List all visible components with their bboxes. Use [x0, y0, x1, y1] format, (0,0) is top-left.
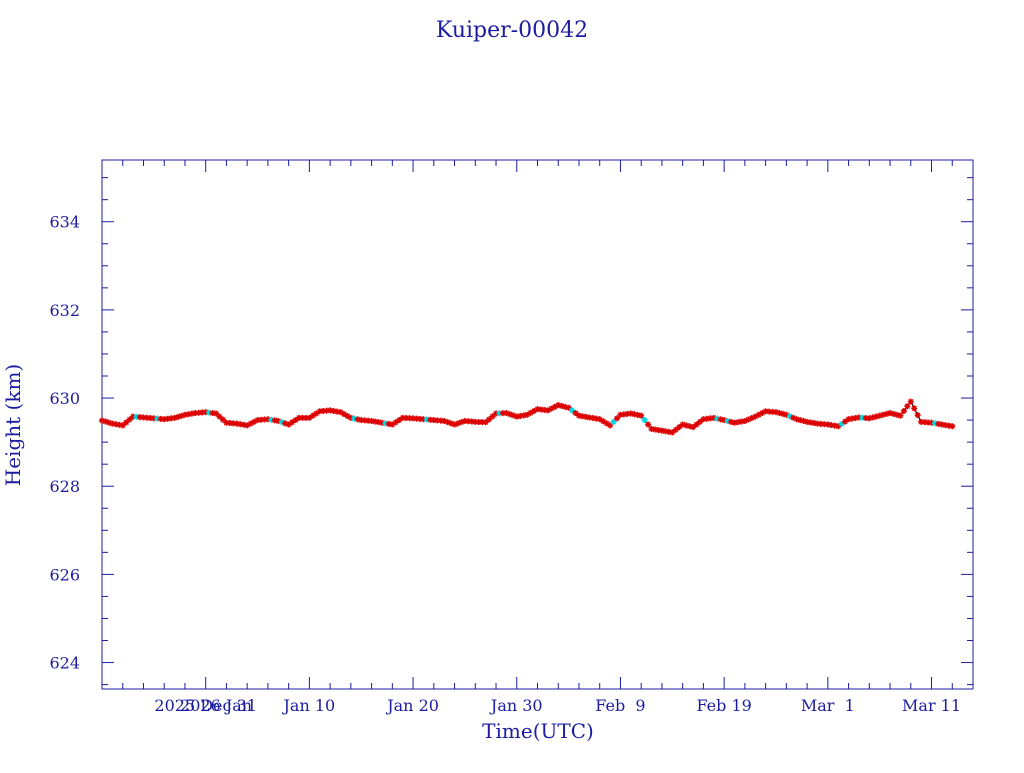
x-axis-label: Time(UTC): [482, 719, 594, 743]
x-tick-label: Feb 9: [595, 696, 645, 715]
x-tick-label: Jan 20: [385, 696, 439, 715]
data-point: [645, 422, 651, 428]
y-tick-label: 632: [49, 301, 80, 320]
y-tick-label: 634: [49, 213, 80, 232]
y-axis-label: Height (km): [1, 364, 25, 486]
chart-title: Kuiper-00042: [436, 18, 588, 43]
x-tick-label: Jan 30: [489, 696, 543, 715]
data-point: [949, 423, 955, 429]
x-tick-label: 2026 Jan: [180, 696, 252, 715]
data-point: [908, 399, 914, 405]
data-point: [897, 413, 903, 419]
y-tick-label: 624: [49, 654, 80, 673]
x-tick-label: Jan 10: [282, 696, 336, 715]
data-point: [642, 417, 648, 423]
series-layer: [99, 399, 955, 436]
x-tick-label: Mar 11: [902, 696, 961, 715]
y-axis-ticks: 624 626 628 630 632 634: [49, 178, 973, 685]
y-tick-label: 628: [49, 477, 80, 496]
y-tick-label: 630: [49, 389, 80, 408]
data-point: [901, 408, 907, 414]
x-tick-label: Mar 1: [801, 696, 855, 715]
x-tick-label: Feb 19: [696, 696, 751, 715]
data-point: [638, 413, 644, 419]
data-point: [915, 412, 921, 418]
data-point: [904, 403, 910, 409]
y-tick-label: 626: [49, 565, 80, 584]
data-point: [911, 405, 917, 411]
